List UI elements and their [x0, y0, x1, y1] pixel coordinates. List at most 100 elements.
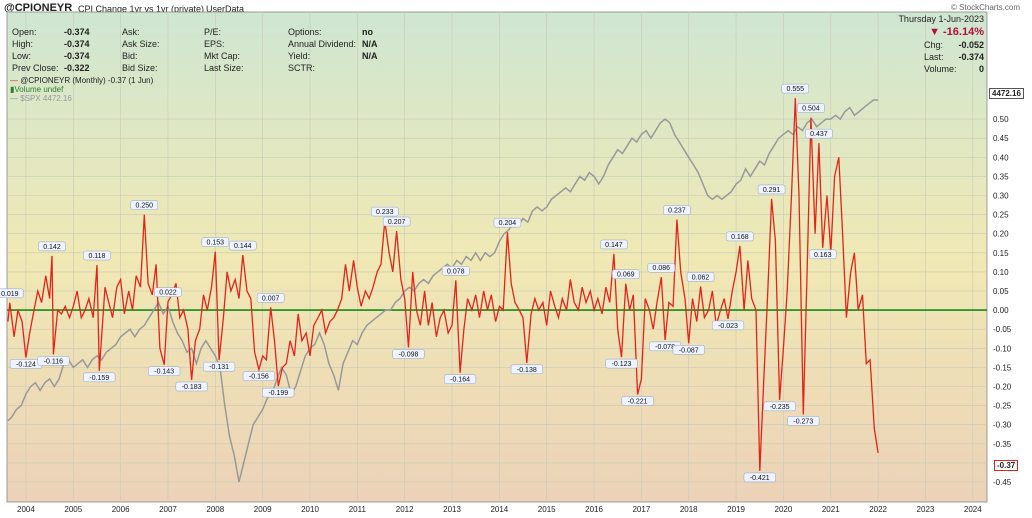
ask-size-label: Ask Size: — [122, 39, 160, 49]
annotation-label: -0.421 — [750, 475, 770, 482]
annotation-box — [787, 416, 820, 426]
annotation-box — [442, 266, 470, 276]
x-tick-label: 2015 — [538, 505, 556, 514]
y-tick-label: 0.45 — [993, 134, 1009, 143]
symbol-description: CPI Change 1yr vs 1yr (private) — [78, 4, 205, 14]
y-tick-label: 0.25 — [993, 211, 1009, 220]
annotation-box — [757, 184, 786, 195]
annotation-label: -0.078 — [655, 344, 675, 351]
annotation-label: 0.204 — [499, 220, 517, 227]
options-value: no — [362, 27, 373, 37]
annotation-label: -0.183 — [182, 384, 202, 391]
annotation-box — [621, 396, 654, 406]
yield-value: N/A — [362, 51, 378, 61]
annotation-label: 0.086 — [653, 265, 671, 272]
mkt-cap-label: Mkt Cap: — [204, 51, 241, 61]
x-tick-label: 2005 — [64, 505, 82, 514]
annotation-label: -0.143 — [154, 369, 174, 376]
sctr-label: SCTR: — [288, 63, 315, 73]
annotation-label: 0.147 — [605, 242, 623, 249]
annotation-box — [382, 216, 411, 227]
annotation-label: 0.022 — [159, 290, 177, 297]
y-tick-label: -0.15 — [993, 363, 1012, 372]
open-value: -0.374 — [64, 27, 90, 37]
annotation-label: 0.153 — [207, 240, 225, 247]
ask-label: Ask: — [122, 27, 140, 37]
annotation-box — [371, 206, 399, 217]
annotation-label: 0.237 — [668, 208, 686, 215]
annotation-box — [37, 356, 70, 366]
low-value: -0.374 — [64, 51, 90, 61]
spx-last-badge: 4472.16 — [989, 88, 1024, 99]
annotation-label: -0.131 — [209, 364, 229, 371]
volume-label: Volume: — [924, 64, 957, 74]
annotation-label: 0.250 — [136, 203, 154, 210]
legend-line-icon: — — [10, 76, 18, 85]
x-tick-label: 2022 — [869, 505, 887, 514]
high-label: High: — [12, 39, 34, 49]
annotation-label: -0.235 — [770, 404, 790, 411]
annotation-label: 0.118 — [88, 253, 105, 260]
chg-value: -0.052 — [958, 40, 984, 50]
annotation-label: -0.159 — [89, 375, 109, 382]
legend-bar-icon: ▮ — [10, 85, 15, 94]
annotation-label: -0.123 — [612, 361, 632, 368]
yield-label: Yield: — [288, 51, 311, 61]
annotation-label: -0.164 — [450, 377, 470, 384]
low-label: Low: — [12, 51, 32, 61]
y-tick-label: -0.35 — [993, 440, 1012, 449]
down-arrow-icon: ▼ — [929, 26, 940, 38]
annotation-label: 0.291 — [763, 187, 781, 194]
annotation-box — [600, 239, 628, 250]
x-tick-label: 2019 — [727, 505, 745, 514]
last-value: -0.374 — [958, 52, 984, 62]
change-percent-value: -16.14% — [943, 26, 984, 38]
y-tick-label: 0.10 — [993, 268, 1009, 277]
annotation-box — [154, 287, 182, 297]
annotation-box — [672, 345, 705, 355]
x-tick-label: 2011 — [349, 505, 367, 514]
last-size-label: Last Size: — [204, 63, 244, 73]
dividend-label: Annual Dividend: — [288, 39, 357, 49]
annotation-box — [83, 250, 111, 261]
y-tick-label: -0.05 — [993, 325, 1012, 334]
annotation-box — [726, 231, 754, 242]
annotation-label: -0.023 — [718, 323, 738, 330]
quote-date: Thursday 1-Jun-2023 — [898, 14, 984, 24]
annotation-box — [130, 200, 159, 210]
annotation-label: -0.087 — [679, 347, 699, 354]
annotation-label: 0.142 — [43, 244, 61, 251]
y-tick-label: 0.20 — [993, 230, 1009, 239]
legend-volume: ▮Volume undef — [10, 85, 63, 94]
annotation-label: 0.555 — [786, 86, 804, 93]
annotation-box — [493, 217, 522, 228]
annotation-box — [781, 83, 810, 94]
y-tick-label: 0.00 — [993, 306, 1009, 315]
y-tick-label: 0.35 — [993, 172, 1009, 181]
annotation-label: 0.168 — [731, 234, 749, 241]
x-tick-label: 2013 — [443, 505, 461, 514]
annotation-label: -0.221 — [628, 399, 648, 406]
legend-main-text: @CPIONEYR (Monthly) -0.37 (1 Jun) — [20, 76, 154, 85]
x-tick-label: 2014 — [490, 505, 508, 514]
bid-size-label: Bid Size: — [122, 63, 158, 73]
symbol-title: @CPIONEYR — [4, 2, 73, 14]
annotation-box — [201, 237, 230, 247]
annotation-label: 0.144 — [234, 243, 252, 250]
x-tick-label: 2009 — [254, 505, 272, 514]
annotation-box — [510, 364, 543, 375]
prev-close-value: -0.322 — [64, 63, 90, 73]
x-tick-label: 2010 — [301, 505, 319, 514]
annotation-label: 0.163 — [814, 252, 832, 259]
legend-spx: — $SPX 4472.16 — [10, 94, 72, 103]
y-tick-label: -0.30 — [993, 421, 1012, 430]
annotation-label: -0.156 — [249, 374, 269, 381]
annotation-box — [605, 358, 638, 369]
chg-label: Chg: — [924, 40, 944, 50]
legend-main: — @CPIONEYR (Monthly) -0.37 (1 Jun) — [10, 76, 153, 85]
annotation-box — [612, 269, 640, 279]
open-label: Open: — [12, 27, 37, 37]
x-tick-label: 2024 — [964, 505, 982, 514]
annotation-box — [711, 320, 745, 331]
